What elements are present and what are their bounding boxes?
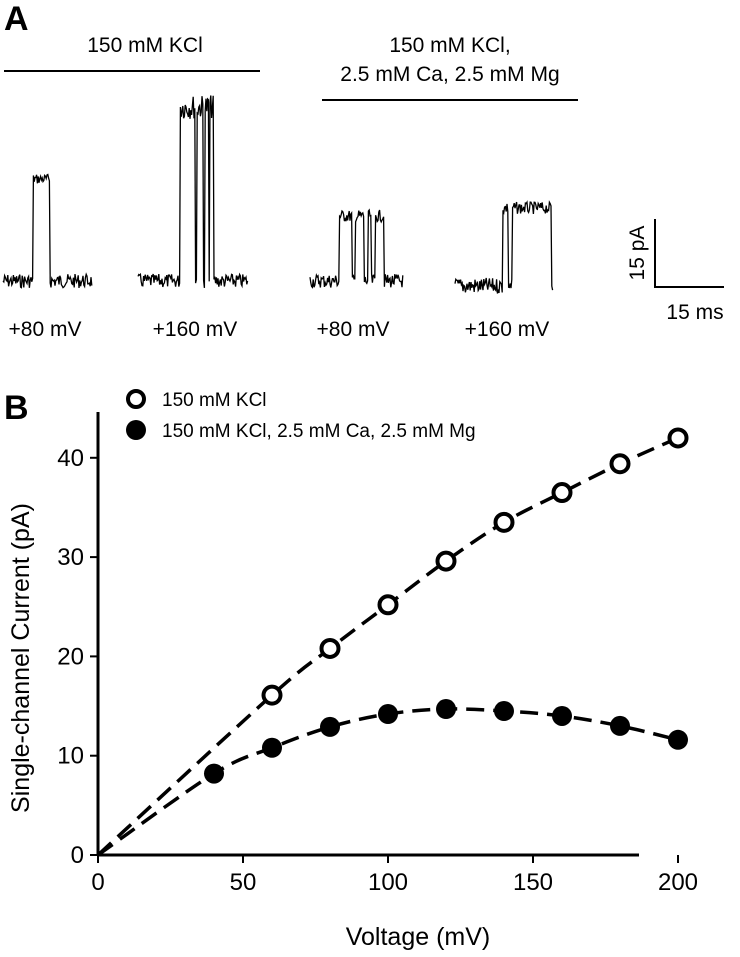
panel-a-letter: A [4, 0, 29, 38]
condition-2-label-line1: 150 mM KCl, [389, 34, 510, 57]
data-points [204, 427, 689, 784]
point-kcl [377, 594, 399, 616]
point-kcl-ca-mg [668, 729, 688, 750]
panel-b: B 0 50 100 150 200 0 10 20 30 40 150 mM KCl 150 m… [4, 389, 698, 951]
scale-bar: 15 pA 15 ms [626, 219, 724, 324]
legend-label-kcl-ca-mg: 150 mM KCl, 2.5 mM Ca, 2.5 mM Mg [162, 421, 476, 442]
fit-curve-kcl [96, 436, 679, 857]
point-kcl-ca-mg [610, 715, 630, 736]
legend: 150 mM KCl 150 mM KCl, 2.5 mM Ca, 2.5 mM… [126, 389, 476, 442]
chart-axes: 0 50 100 150 200 0 10 20 30 40 [57, 412, 698, 896]
point-kcl [551, 482, 573, 504]
legend-marker-open [126, 389, 146, 409]
panel-b-letter: B [4, 389, 29, 427]
point-kcl-ca-mg [320, 716, 340, 737]
trace-kcl-160mv [137, 95, 249, 289]
point-kcl [435, 550, 457, 572]
fit-curve-kcl-ca-mg [96, 707, 679, 857]
trace-kcl-ca-mg-80mv [309, 208, 404, 289]
legend-label-kcl: 150 mM KCl [162, 390, 267, 411]
point-kcl [319, 637, 341, 659]
x-tick-label: 100 [368, 869, 408, 896]
point-kcl-ca-mg [378, 703, 398, 724]
point-kcl [609, 453, 631, 475]
y-tick-label: 0 [71, 842, 84, 869]
y-tick-label: 20 [57, 643, 84, 670]
point-kcl-ca-mg [262, 737, 282, 758]
point-kcl-ca-mg [436, 699, 456, 720]
panel-a: A 150 mM KCl 150 mM KCl, 2.5 mM Ca, 2.5 … [2, 0, 724, 341]
x-tick-label: 150 [513, 869, 553, 896]
point-kcl-ca-mg [204, 763, 224, 784]
x-tick-label: 50 [230, 869, 257, 896]
trace-kcl-ca-mg-160mv [454, 200, 554, 294]
x-tick-label: 200 [658, 869, 698, 896]
scale-bar-time-label: 15 ms [666, 301, 723, 324]
trace-kcl-80mv [2, 173, 93, 289]
point-kcl-ca-mg [494, 701, 514, 722]
scale-bar-lines [654, 219, 724, 288]
point-kcl [261, 684, 283, 706]
fit-curves [96, 436, 679, 857]
point-kcl [667, 427, 689, 449]
legend-marker-filled [126, 420, 146, 440]
trace-label-2: +160 mV [153, 318, 238, 341]
condition-1-label: 150 mM KCl [87, 34, 203, 57]
x-tick-label: 0 [91, 869, 104, 896]
y-axis-label: Single-channel Current (pA) [7, 503, 35, 813]
trace-label-3: +80 mV [317, 318, 390, 341]
trace-label-1: +80 mV [9, 318, 82, 341]
y-tick-label: 30 [57, 544, 84, 571]
x-axis-label: Voltage (mV) [346, 923, 491, 951]
y-tick-label: 10 [57, 743, 84, 770]
y-tick-label: 40 [57, 445, 84, 472]
trace-label-4: +160 mV [465, 318, 550, 341]
scale-bar-current-label: 15 pA [626, 226, 649, 281]
condition-2-label-line2: 2.5 mM Ca, 2.5 mM Mg [340, 63, 559, 86]
current-traces [2, 95, 554, 294]
point-kcl-ca-mg [552, 705, 572, 726]
point-kcl [493, 511, 515, 533]
